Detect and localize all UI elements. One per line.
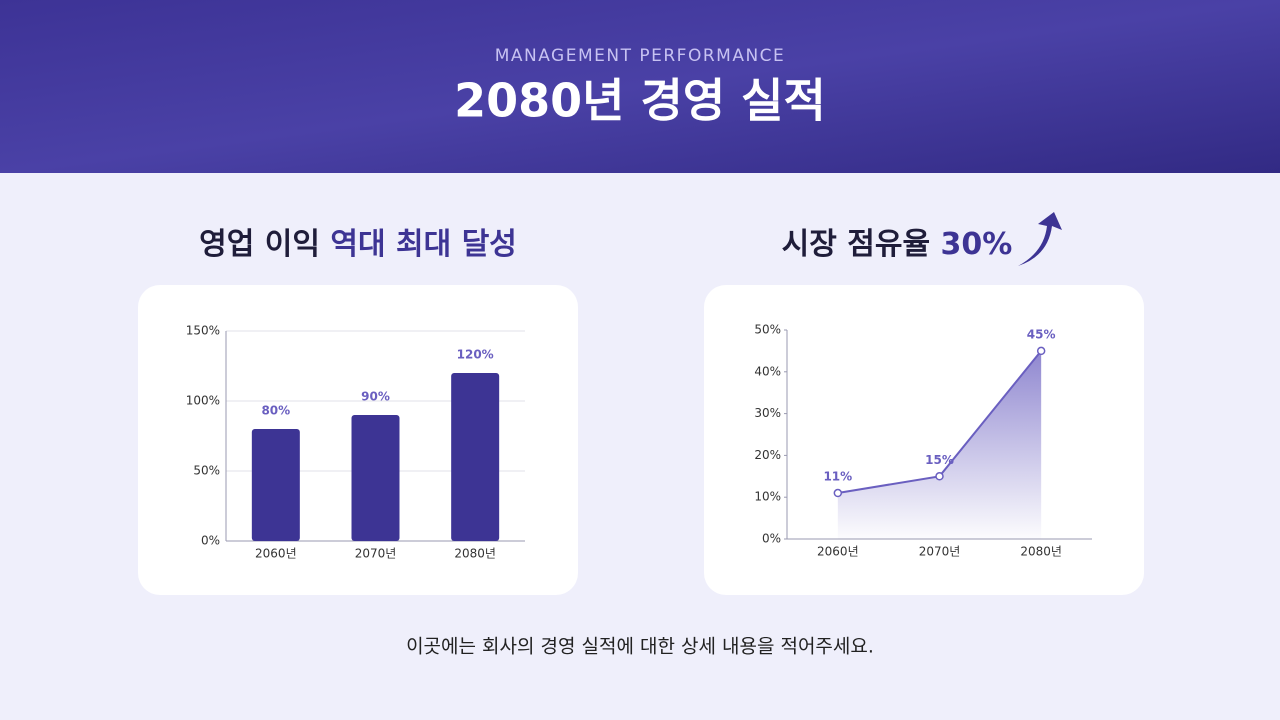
chart-title: 시장 점유율 30% <box>782 227 1013 262</box>
header-subtitle: MANAGEMENT PERFORMANCE <box>495 46 786 66</box>
y-tick-label: 30% <box>754 406 781 420</box>
chart-title-accent: 역대 최대 달성 <box>330 227 517 262</box>
point <box>833 488 843 498</box>
y-tick-label: 150% <box>186 324 220 338</box>
data-label: 90% <box>361 390 390 404</box>
footer-text: 이곳에는 회사의 경영 실적에 대한 상세 내용을 적어주세요. <box>406 636 874 658</box>
x-tick-label: 2070년 <box>919 545 961 559</box>
bar <box>451 373 500 541</box>
x-tick-label: 2060년 <box>255 547 297 561</box>
point <box>1036 346 1046 356</box>
x-tick-label: 2080년 <box>1020 545 1062 559</box>
bar <box>351 415 400 541</box>
data-label: 80% <box>261 404 290 418</box>
point <box>935 472 944 481</box>
y-tick-label: 20% <box>754 448 781 462</box>
y-tick-label: 50% <box>754 323 781 337</box>
arrow-icon <box>1018 212 1062 266</box>
bar <box>251 429 300 541</box>
y-tick-label: 40% <box>754 364 781 378</box>
chart-title-main: 영업 이익 <box>199 227 320 262</box>
header-title: 2080년 경영 실적 <box>454 74 826 128</box>
data-label: 15% <box>925 453 954 467</box>
data-label: 11% <box>823 470 852 484</box>
y-tick-label: 0% <box>201 534 220 548</box>
header-band <box>0 0 1280 173</box>
area <box>837 350 1042 539</box>
chart-title-main: 시장 점유율 <box>782 227 930 262</box>
x-tick-label: 2080년 <box>454 547 496 561</box>
y-tick-label: 10% <box>754 490 781 504</box>
y-tick-label: 50% <box>193 464 220 478</box>
x-tick-label: 2060년 <box>817 545 859 559</box>
data-label: 120% <box>457 348 494 362</box>
chart-title-accent: 30% <box>941 227 1013 262</box>
chart-title: 영업 이익 역대 최대 달성 <box>199 227 517 262</box>
y-tick-label: 0% <box>762 532 781 546</box>
y-tick-label: 100% <box>186 394 220 408</box>
x-tick-label: 2070년 <box>355 547 397 561</box>
data-label: 45% <box>1027 327 1056 341</box>
